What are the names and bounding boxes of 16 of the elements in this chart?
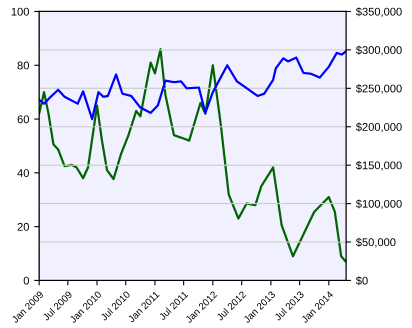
y2-tick-label: $350,000 xyxy=(356,7,402,17)
y2-tick-label: $200,000 xyxy=(356,122,402,132)
y2-tick-label: $150,000 xyxy=(356,160,402,171)
y-tick-label: 60 xyxy=(18,115,29,124)
y2-tick-label: $50,000 xyxy=(356,238,396,248)
y2-tick-label: $250,000 xyxy=(356,84,402,94)
y-tick-label: 0 xyxy=(24,276,29,285)
line-series xyxy=(39,48,346,263)
y2-tick-label: $100,000 xyxy=(356,199,402,210)
y-tick-label: 100 xyxy=(12,8,29,16)
y2-tick-label: $300,000 xyxy=(356,46,402,56)
y-tick-label: 20 xyxy=(18,222,29,231)
y-tick-label: 40 xyxy=(17,169,29,177)
line-series xyxy=(39,50,346,120)
y-tick-label: 80 xyxy=(18,62,29,70)
y2-tick-label: $0 xyxy=(356,276,368,286)
